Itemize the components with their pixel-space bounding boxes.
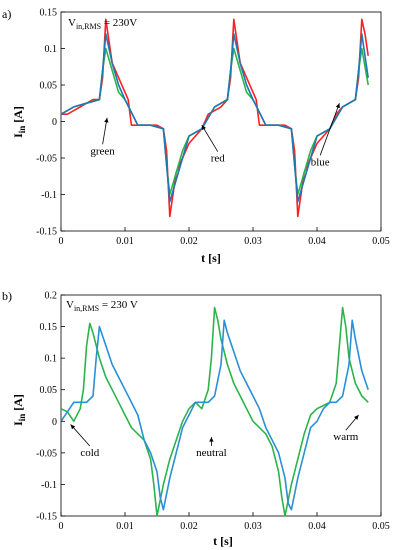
annotation-b: Vin,RMS = 230 V [66, 299, 138, 313]
series-group-b [60, 306, 369, 517]
y-tick-label: 0 [52, 417, 57, 428]
annotation-a-main: V [68, 17, 76, 29]
x-tick-label: 0.02 [180, 236, 198, 247]
series-label-arrowhead [209, 437, 214, 442]
y-ticks-b: 0.2 0.15 0.1 0.05 0 -0.05 -0.1 -0.15 [36, 291, 65, 523]
y-tick-label: 0.05 [40, 81, 58, 92]
series-label-blue: blue [311, 103, 340, 168]
series-group-a [60, 18, 369, 218]
y-axis-label-b-main: I [11, 421, 25, 426]
x-tick-label: 0.01 [116, 521, 134, 532]
y-axis-label-a-sub: in [17, 126, 27, 134]
chart-a: a) 0.150.10.050-0.05-0.1-0.15 0 0.01 0.02 0… [2, 7, 390, 265]
y-tick-label: 0.15 [40, 322, 58, 333]
annotation-b-sub: in,RMS [74, 304, 99, 313]
y-tick-label: 0.2 [45, 291, 58, 302]
annotation-a: Vin,RMS = 230V [68, 17, 137, 31]
x-tick-label: 0.03 [244, 236, 262, 247]
x-axis-label-a: t [s] [201, 251, 221, 265]
series-label-arrowhead [70, 424, 76, 430]
y-tick-label: -0.15 [36, 227, 57, 238]
x-tick-label: 0.05 [372, 521, 390, 532]
panel-label-b: b) [2, 289, 12, 303]
y-tick-label: 0.1 [45, 44, 58, 55]
y-tick-label: -0.1 [41, 480, 57, 491]
series-labels-a: green red blue [90, 103, 340, 168]
y-axis-label-b-unit: [A] [11, 394, 25, 414]
panel-label-a: a) [2, 7, 11, 21]
series-label-warm: warm [333, 414, 359, 443]
x-tick-label: 0.01 [116, 236, 134, 247]
annotation-b-rest: = 230 V [99, 299, 138, 311]
series-labels-b: cold neutral warm [70, 414, 359, 459]
y-tick-label: 0.1 [45, 354, 58, 365]
y-tick-label: -0.1 [41, 190, 57, 201]
series-label-text: blue [311, 156, 330, 168]
annotation-a-sub: in,RMS [76, 22, 101, 31]
x-ticks-b: 0 0.01 0.02 0.03 0.04 0.05 [59, 512, 390, 532]
annotation-a-rest: = 230V [101, 17, 137, 29]
series-label-text: neutral [196, 447, 227, 459]
x-tick-label: 0.04 [308, 236, 326, 247]
y-tick-label: -0.05 [36, 448, 57, 459]
series-label-arrowhead [354, 414, 359, 420]
y-axis-label-b-sub: in [17, 414, 27, 422]
x-tick-label: 0 [59, 236, 64, 247]
chart-b: b) 0.2 0.15 0.1 0.05 0 -0.05 -0.1 -0.15 0 0.01 0.… [2, 289, 390, 548]
y-tick-label: -0.05 [36, 154, 57, 165]
y-tick-label: -0.15 [36, 512, 57, 523]
series-line-blue [60, 33, 369, 203]
y-tick-label: 0.15 [40, 8, 58, 19]
series-label-arrowhead [335, 103, 340, 109]
x-tick-label: 0.04 [308, 521, 326, 532]
x-tick-label: 0 [59, 521, 64, 532]
series-line-cold [60, 306, 369, 517]
series-label-text: warm [333, 431, 358, 443]
y-axis-label-a-main: I [11, 133, 25, 138]
y-ticks-a: 0.15 0.1 0.05 0 -0.05 -0.1 -0.15 [36, 8, 65, 238]
x-ticks-a: 0 0.01 0.02 0.03 0.04 0.05 [59, 227, 390, 247]
series-label-text: cold [80, 447, 99, 459]
series-label-text: red [211, 153, 226, 165]
series-label-arrow [70, 424, 91, 447]
y-tick-label: 0.05 [40, 385, 58, 396]
y-axis-label-a-unit: [A] [11, 106, 25, 126]
annotation-b-main: V [66, 299, 74, 311]
x-tick-label: 0.03 [244, 521, 262, 532]
series-label-neutral: neutral [196, 437, 227, 459]
plot-frame-b [60, 294, 382, 517]
y-tick-label: 0 [52, 117, 57, 128]
series-label-red: red [201, 124, 226, 165]
series-label-arrowhead [104, 117, 109, 123]
y-axis-label-b: Iin [A] [11, 394, 27, 426]
x-tick-label: 0.02 [180, 521, 198, 532]
series-label-green: green [90, 117, 115, 157]
series-label-arrow [319, 103, 340, 156]
series-label-arrow [201, 124, 219, 152]
y-axis-label-a: Iin [A] [11, 106, 27, 138]
series-label-cold: cold [70, 424, 100, 459]
series-line-red [61, 18, 369, 218]
x-tick-label: 0.05 [372, 236, 390, 247]
x-axis-label-b: t [s] [213, 534, 233, 548]
series-label-arrowhead [201, 125, 206, 131]
series-line-neutral [60, 319, 369, 511]
series-label-text: green [90, 145, 115, 157]
